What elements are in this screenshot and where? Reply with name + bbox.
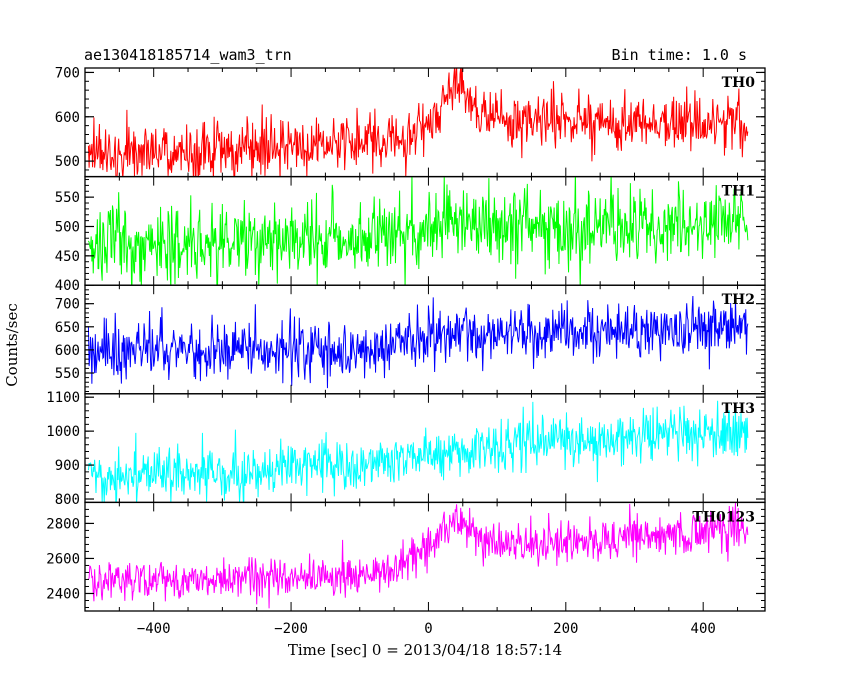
series-line-th0 xyxy=(87,68,749,177)
panel-th0123: 2400 2600 2800 TH0123 xyxy=(46,501,766,612)
y-tick-label: 2400 xyxy=(46,586,80,602)
x-axis-title: Time [sec] 0 = 2013/04/18 18:57:14 xyxy=(288,641,562,659)
x-axis: −400 −200 0 200 400 xyxy=(137,621,716,637)
panel-group: 500 600 700 TH0 400 450 500 550 TH1 550 600 650 700 T… xyxy=(46,65,766,612)
panel-label-th0: TH0 xyxy=(722,75,756,91)
y-tick-label: 700 xyxy=(55,65,80,81)
y-tick-label: 650 xyxy=(55,320,80,336)
panel-label-th1: TH1 xyxy=(722,184,755,200)
y-tick-label: 550 xyxy=(55,190,80,206)
x-tick-label: 400 xyxy=(691,621,716,637)
series-line-th3 xyxy=(87,400,749,503)
y-axis-title: Counts/sec xyxy=(3,303,21,387)
chart-title: ae130418185714_wam3_trn xyxy=(84,46,292,64)
series-line-th0123 xyxy=(88,502,749,609)
panel-label-th0123: TH0123 xyxy=(692,509,755,525)
y-tick-label: 2800 xyxy=(46,516,80,532)
y-tick-label: 600 xyxy=(55,343,80,359)
panel-label-th3: TH3 xyxy=(722,401,755,417)
x-tick-label: −400 xyxy=(137,621,171,637)
y-tick-label: 500 xyxy=(55,154,80,170)
y-tick-label: 450 xyxy=(55,249,80,265)
bin-time-label: Bin time: 1.0 s xyxy=(612,46,747,64)
y-tick-label: 700 xyxy=(55,297,80,313)
panel-th2: 550 600 650 700 TH2 xyxy=(55,284,766,395)
y-tick-label: 500 xyxy=(55,219,80,235)
panel-frame xyxy=(84,67,766,178)
x-tick-label: −200 xyxy=(274,621,308,637)
y-tick-label: 2600 xyxy=(46,551,80,567)
y-tick-label: 400 xyxy=(55,278,80,294)
y-tick-label: 600 xyxy=(55,110,80,126)
panel-th3: 800 900 1000 1100 TH3 xyxy=(46,390,766,508)
y-tick-label: 1100 xyxy=(46,390,80,406)
y-tick-label: 1000 xyxy=(46,424,80,440)
x-tick-label: 0 xyxy=(424,621,432,637)
y-tick-label: 900 xyxy=(55,458,80,474)
y-tick-label: 800 xyxy=(55,492,80,508)
panel-th0: 500 600 700 TH0 xyxy=(55,65,766,178)
panel-label-th2: TH2 xyxy=(722,292,755,308)
series-line-th1 xyxy=(87,176,749,286)
panel-frame xyxy=(84,501,766,612)
series-line-th2 xyxy=(87,295,749,389)
y-tick-label: 550 xyxy=(55,366,80,382)
x-tick-label: 200 xyxy=(553,621,578,637)
